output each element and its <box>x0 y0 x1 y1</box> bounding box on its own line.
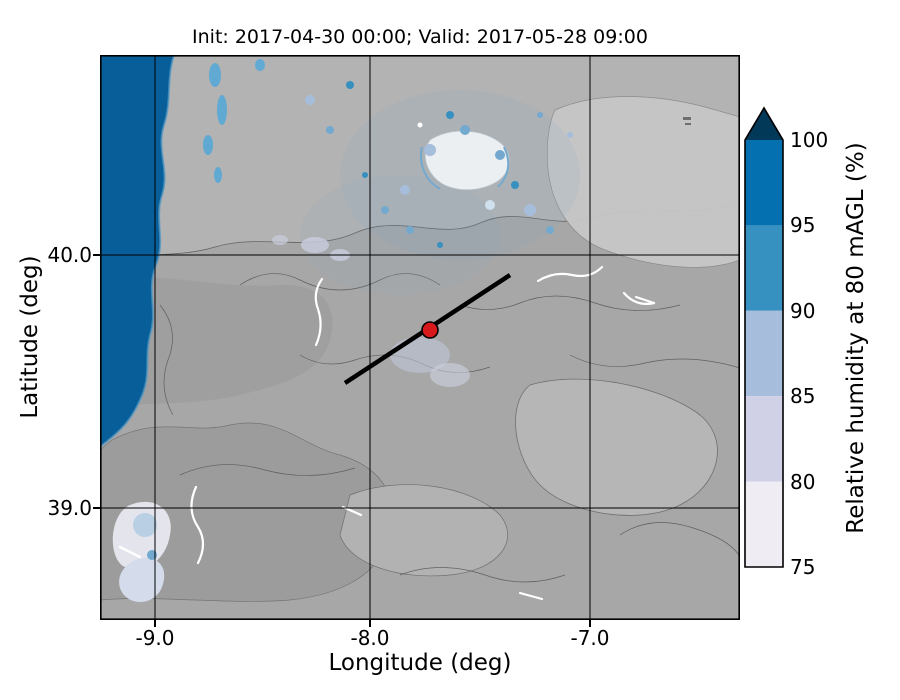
colorbar-tick-95: 95 <box>790 213 816 237</box>
coastal-humidity-patches <box>203 59 265 183</box>
colorbar-extend-arrow <box>745 108 783 140</box>
x-tickmark <box>154 620 156 627</box>
x-tickmark <box>369 620 371 627</box>
humidity-speckles <box>305 81 573 248</box>
white-mountain-patch <box>424 130 510 191</box>
colorbar <box>744 106 784 569</box>
x-tick-label-minus9: -9.0 <box>135 626 175 650</box>
x-tick-label-minus8: -8.0 <box>350 626 390 650</box>
y-tick-label-40: 40.0 <box>47 243 92 267</box>
terrain-light-patch <box>546 96 740 268</box>
colorbar-segment-85-90 <box>745 310 783 397</box>
terrain-blob-south <box>339 484 508 577</box>
southwest-humidity-patch <box>112 501 171 602</box>
map-canvas <box>100 55 740 620</box>
colorbar-label: Relative humidity at 80 mAGL (%) <box>843 142 869 534</box>
grid-lines <box>100 55 740 620</box>
y-tickmark <box>93 507 100 509</box>
coastline-fringe <box>100 55 175 448</box>
y-axis-label: Latitude (deg) <box>17 255 43 419</box>
colorbar-segment-80-85 <box>745 396 783 482</box>
colorbar-outline <box>744 106 784 568</box>
colorbar-segment-95-100 <box>745 140 783 226</box>
station-marker <box>421 321 439 339</box>
x-axis-label: Longitude (deg) <box>328 650 512 676</box>
x-tick-label-minus7: -7.0 <box>570 626 610 650</box>
y-tick-label-39: 39.0 <box>47 496 92 520</box>
x-tickmark <box>589 620 591 627</box>
terrain-blob-east <box>515 378 718 516</box>
colorbar-tick-100: 100 <box>790 128 829 152</box>
colorbar-segment-75-80 <box>745 481 783 567</box>
colorbar-tick-90: 90 <box>790 299 816 323</box>
y-tickmark <box>93 254 100 256</box>
terrain-contours <box>159 273 740 583</box>
colorbar-tick-85: 85 <box>790 384 816 408</box>
map-frame <box>100 55 740 620</box>
plot-title: Init: 2017-04-30 00:00; Valid: 2017-05-2… <box>192 26 648 48</box>
terrain-dark-west <box>100 277 333 410</box>
terrain-dark-marks <box>683 117 691 125</box>
colorbar-tick-75: 75 <box>790 555 816 579</box>
colorbar-segment-90-95 <box>745 225 783 311</box>
colorbar-tick-80: 80 <box>790 470 816 494</box>
humidity-rings <box>420 146 510 190</box>
